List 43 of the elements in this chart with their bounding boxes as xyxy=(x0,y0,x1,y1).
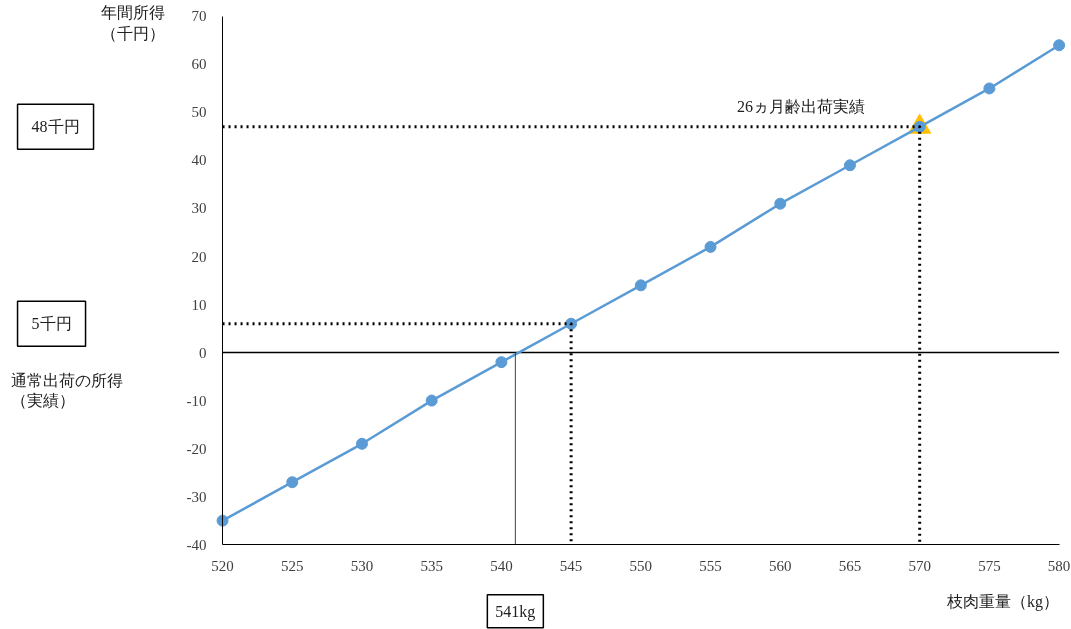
x-tick-label: 580 xyxy=(1047,557,1071,574)
y-tick-label: -30 xyxy=(186,488,207,505)
x-tick-label: 520 xyxy=(211,557,234,574)
y-tick-label: 20 xyxy=(191,248,207,265)
y-tick-label: -10 xyxy=(186,392,207,409)
point xyxy=(774,197,787,210)
point xyxy=(983,82,996,95)
point xyxy=(286,476,299,489)
point xyxy=(1053,39,1066,52)
point xyxy=(216,514,229,527)
point xyxy=(843,159,856,172)
y-tick-label: 10 xyxy=(191,296,207,313)
x-tick-label: 560 xyxy=(769,557,792,574)
y-tick-label: 30 xyxy=(191,200,207,217)
point xyxy=(355,437,368,450)
x-tick-label: 550 xyxy=(629,557,653,574)
annotation: 26ヵ月齢出荷実績 xyxy=(736,98,865,116)
point xyxy=(495,356,508,369)
y-tick-label: 50 xyxy=(191,104,207,121)
x-tick-label: 555 xyxy=(699,557,722,574)
y-tick-label: 60 xyxy=(191,56,207,73)
y-tick-label: 0 xyxy=(199,344,207,361)
point xyxy=(425,394,438,407)
text: 48千円 xyxy=(31,118,80,136)
text: 通常出荷の所得（実績） xyxy=(10,371,123,410)
x-tick-label: 535 xyxy=(420,557,443,574)
y-tick-label: -40 xyxy=(186,536,207,553)
text: 541kg xyxy=(495,602,536,621)
x-tick-label: 565 xyxy=(838,557,862,574)
x-tick-label: 545 xyxy=(559,557,583,574)
y-axis-title: 年間所得（千円） xyxy=(100,4,165,42)
x-tick-label: 530 xyxy=(350,557,374,574)
x-tick-label: 575 xyxy=(978,557,1001,574)
x-tick-label: 570 xyxy=(908,557,931,574)
point xyxy=(634,279,647,292)
x-tick-label: 540 xyxy=(490,557,513,574)
point xyxy=(704,240,717,253)
y-tick-label: 40 xyxy=(191,152,207,169)
text: 5千円 xyxy=(31,315,72,333)
x-axis-title: 枝肉重量（kg） xyxy=(946,592,1060,611)
x-tick-label: 525 xyxy=(281,557,304,574)
y-tick-label: -20 xyxy=(186,440,207,457)
y-tick-label: 70 xyxy=(191,8,207,25)
